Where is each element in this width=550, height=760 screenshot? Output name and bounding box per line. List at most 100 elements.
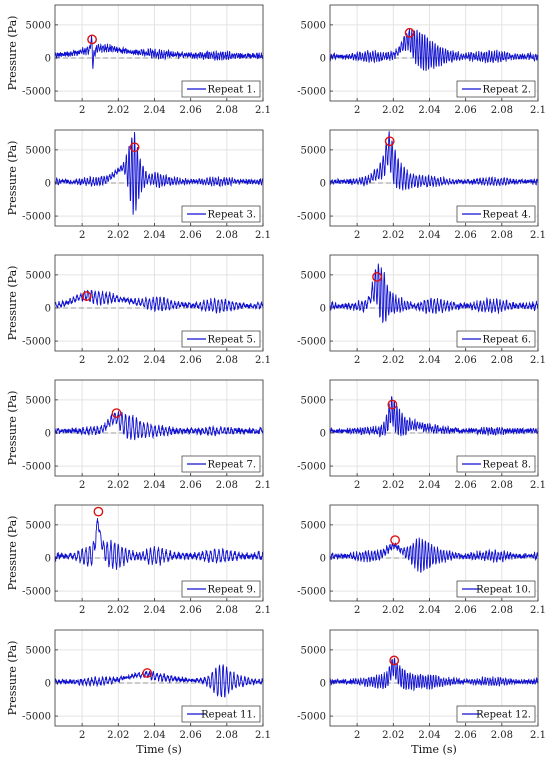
panel-repeat-1: 2 2.02 2.04 2.06 2.08 2.1 -5000 0 5000 Repeat 1. P… (6, 4, 271, 116)
series-line-repeat-10 (329, 537, 539, 573)
x-tick-label: 2.02 (382, 730, 404, 741)
x-tick-label: 2 (79, 730, 85, 741)
legend-label: Repeat 1. (208, 85, 256, 96)
x-tick-label: 2.04 (418, 230, 440, 241)
x-tick-label: 2.1 (255, 605, 271, 616)
panel-repeat-8: 2 2.02 2.04 2.06 2.08 2.1 -5000 0 5000 Repeat 8. (297, 379, 546, 491)
x-tick-label: 2.06 (455, 480, 477, 491)
y-tick-label: -5000 (297, 712, 326, 723)
y-axis-label: Pressure (Pa) (6, 266, 19, 341)
legend: Repeat 11. (181, 705, 261, 723)
series-line-repeat-5 (54, 289, 264, 314)
panel-repeat-3: 2 2.02 2.04 2.06 2.08 2.1 -5000 0 5000 Repeat 3. P… (6, 129, 271, 241)
x-tick-label: 2.1 (530, 105, 546, 116)
plot-frame (329, 629, 539, 727)
plot-frame (54, 254, 264, 352)
legend-label: Repeat 7. (208, 460, 256, 471)
legend: Repeat 7. (181, 455, 261, 473)
y-tick-label: -5000 (297, 462, 326, 473)
legend-label: Repeat 9. (208, 585, 256, 596)
panel-repeat-6: 2 2.02 2.04 2.06 2.08 2.1 -5000 0 5000 Repeat 6. (297, 254, 546, 366)
x-axis-label: Time (s) (136, 743, 182, 756)
legend-box (456, 205, 536, 223)
legend-label: Repeat 4. (483, 210, 531, 221)
panel-repeat-2: 2 2.02 2.04 2.06 2.08 2.1 -5000 0 5000 Repeat 2. (297, 4, 546, 116)
x-tick-label: 2.1 (530, 480, 546, 491)
y-tick-label: -5000 (297, 337, 326, 348)
x-tick-label: 2.02 (107, 105, 129, 116)
plot-frame (329, 4, 539, 102)
x-tick-label: 2.06 (180, 605, 202, 616)
y-tick-label: 5000 (301, 395, 326, 406)
legend: Repeat 6. (456, 330, 536, 348)
x-tick-label: 2.02 (107, 605, 129, 616)
x-tick-label: 2.02 (107, 355, 129, 366)
y-tick-label: -5000 (297, 87, 326, 98)
y-tick-label: 5000 (26, 20, 51, 31)
series-line-repeat-2 (329, 28, 539, 72)
x-tick-label: 2.04 (418, 730, 440, 741)
x-tick-label: 2.1 (530, 605, 546, 616)
x-tick-label: 2 (354, 105, 360, 116)
plot-frame (329, 504, 539, 602)
series-line-repeat-12 (329, 657, 539, 692)
legend-label: Repeat 2. (483, 85, 531, 96)
y-tick-label: 0 (45, 178, 51, 189)
x-tick-label: 2.08 (216, 105, 238, 116)
panel-repeat-11: 2 2.02 2.04 2.06 2.08 2.1 -5000 0 5000 Repeat 11.… (6, 629, 271, 756)
y-tick-label: -5000 (22, 337, 51, 348)
series-line-repeat-6 (329, 263, 539, 324)
x-tick-label: 2.02 (382, 230, 404, 241)
y-tick-label: -5000 (22, 587, 51, 598)
legend: Repeat 4. (456, 205, 536, 223)
legend: Repeat 3. (181, 205, 261, 223)
peak-marker (387, 399, 398, 410)
x-tick-label: 2.04 (418, 605, 440, 616)
legend: Repeat 12. (456, 705, 536, 723)
x-tick-label: 2 (79, 605, 85, 616)
panel-repeat-7: 2 2.02 2.04 2.06 2.08 2.1 -5000 0 5000 Repeat 7. P… (6, 379, 271, 491)
y-tick-label: 5000 (26, 395, 51, 406)
legend-label: Repeat 10. (476, 585, 531, 596)
x-tick-label: 2 (354, 730, 360, 741)
peak-marker (93, 506, 104, 517)
peak-marker (390, 535, 401, 545)
series-line-repeat-9 (54, 518, 264, 570)
y-tick-label: 0 (320, 53, 326, 64)
legend: Repeat 9. (181, 580, 261, 598)
y-tick-label: 5000 (26, 645, 51, 656)
y-tick-label: 5000 (301, 145, 326, 156)
x-tick-label: 2.02 (382, 105, 404, 116)
x-tick-label: 2 (79, 355, 85, 366)
x-tick-label: 2.04 (418, 355, 440, 366)
x-tick-label: 2.1 (530, 230, 546, 241)
legend-box (181, 580, 261, 598)
y-tick-label: 0 (45, 553, 51, 564)
x-tick-label: 2.04 (418, 105, 440, 116)
y-axis-label: Pressure (Pa) (6, 641, 19, 716)
plot-frame (54, 379, 264, 477)
y-tick-label: 0 (45, 53, 51, 64)
plot-frame (329, 379, 539, 477)
x-axis-label: Time (s) (411, 743, 457, 756)
x-tick-label: 2.06 (455, 230, 477, 241)
x-tick-label: 2.04 (143, 605, 165, 616)
x-tick-label: 2.08 (216, 730, 238, 741)
y-tick-label: -5000 (22, 712, 51, 723)
x-tick-label: 2 (354, 355, 360, 366)
x-tick-label: 2 (79, 230, 85, 241)
y-axis-label: Pressure (Pa) (6, 16, 19, 91)
x-tick-label: 2 (79, 480, 85, 491)
x-tick-label: 2.04 (143, 105, 165, 116)
x-tick-label: 2.02 (382, 355, 404, 366)
x-tick-label: 2.06 (455, 730, 477, 741)
peak-marker (111, 408, 122, 419)
x-tick-label: 2.04 (418, 480, 440, 491)
legend-box (181, 330, 261, 348)
y-tick-label: 5000 (26, 145, 51, 156)
x-tick-label: 2.06 (180, 480, 202, 491)
x-tick-label: 2.04 (143, 355, 165, 366)
x-tick-label: 2.08 (216, 605, 238, 616)
panel-repeat-4: 2 2.02 2.04 2.06 2.08 2.1 -5000 0 5000 Repeat 4. (297, 129, 546, 241)
